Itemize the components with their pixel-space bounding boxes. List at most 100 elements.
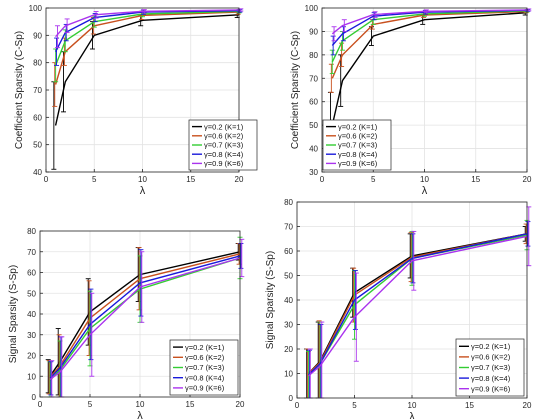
x-axis-label: λ (140, 185, 146, 197)
y-tick-label: 30 (284, 321, 293, 330)
x-tick-label: 10 (138, 175, 147, 184)
legend-entry: γ=0.8 (K=4) (338, 150, 378, 159)
x-tick-label: 20 (523, 175, 532, 184)
y-tick-label: 40 (27, 310, 36, 319)
series-4 (330, 8, 531, 56)
y-tick-label: 80 (309, 51, 318, 60)
legend-entry: γ=0.7 (K=3) (471, 363, 511, 372)
series-line (331, 12, 528, 126)
legend: γ=0.2 (K=1)γ=0.6 (K=2)γ=0.7 (K=3)γ=0.8 (… (169, 339, 239, 396)
series-line (49, 255, 241, 379)
series-line (49, 257, 241, 380)
y-axis-label: Coefficient Sparsity (C-Sp) (290, 31, 301, 149)
y-tick-label: 70 (284, 223, 293, 232)
x-tick-label: 10 (408, 401, 417, 410)
x-axis-label: λ (422, 185, 428, 197)
legend: γ=0.2 (K=1)γ=0.6 (K=2)γ=0.7 (K=3)γ=0.8 (… (322, 119, 392, 171)
y-tick-label: 60 (309, 98, 318, 107)
y-tick-label: 50 (309, 121, 318, 130)
x-tick-label: 20 (235, 175, 244, 184)
y-tick-label: 50 (27, 289, 36, 298)
legend: γ=0.2 (K=1) γ=0.6 (K=2)γ=0.7 (K=3) γ=0.8 (… (455, 338, 525, 397)
legend-entry: γ=0.9 (K=6) (204, 159, 244, 168)
x-tick-label: 5 (92, 175, 97, 184)
legend-entry: γ=0.9 (K=6) (338, 159, 378, 168)
y-tick-label: 20 (284, 345, 293, 354)
legend-entry: γ=0.2 (K=1) (185, 343, 225, 352)
x-tick-label: 5 (88, 400, 93, 409)
y-tick-label: 90 (309, 27, 318, 36)
y-tick-label: 0 (289, 394, 294, 403)
legend-entry: γ=0.8 (K=4) (185, 373, 225, 382)
series-line (49, 257, 241, 381)
y-tick-label: 20 (27, 352, 36, 361)
y-tick-label: 10 (27, 372, 36, 381)
x-tick-label: 15 (186, 400, 195, 409)
legend-entry: γ=0.6 (K=2) (338, 132, 378, 141)
y-tick-label: 80 (33, 59, 42, 68)
legend-entry: γ=0.7 (K=3) (338, 141, 378, 150)
legend-entry: γ=0.7 (K=3) (185, 363, 225, 372)
chart-panel-3: 0 5 10 15 20 0 10 20 30 40 50 60 70 80 λ Signal Sparsit… (8, 227, 245, 419)
y-tick-label: 50 (33, 141, 42, 150)
y-tick-label: 30 (309, 168, 318, 177)
y-tick-label: 40 (309, 145, 318, 154)
legend-entry: γ=0.8 (K=4) (204, 150, 244, 159)
x-tick-label: 10 (136, 400, 145, 409)
legend: γ=0.2 (K=1)γ=0.6 (K=2)γ=0.7 (K=3)γ=0.8 (… (188, 119, 258, 171)
legend-entry: γ=0.2 (K=1) (338, 122, 378, 131)
y-tick-label: 50 (284, 272, 293, 281)
series-line (308, 233, 528, 376)
legend-entry: γ=0.9 (K=6) (185, 384, 225, 393)
x-tick-label: 20 (523, 401, 532, 410)
legend-entry: γ=0.2 (K=1) (204, 122, 244, 131)
axes-frame (296, 201, 528, 399)
series-5 (331, 8, 532, 42)
series-4 (306, 221, 531, 399)
y-tick-label: 0 (32, 393, 37, 402)
y-tick-label: 40 (284, 296, 293, 305)
axes-frame (39, 230, 241, 398)
legend-entry: γ=0.9 (K=6) (471, 384, 511, 393)
axes-frame (45, 7, 240, 173)
x-tick-label: 0 (320, 175, 325, 184)
y-tick-label: 100 (29, 4, 43, 13)
x-tick-label: 0 (295, 401, 300, 410)
y-tick-label: 10 (284, 370, 293, 379)
y-tick-label: 60 (33, 113, 42, 122)
x-tick-label: 5 (352, 401, 357, 410)
series-line (331, 9, 528, 35)
legend-entry: γ=0.6 (K=2) (471, 353, 511, 362)
series-line (54, 14, 240, 126)
series-line (308, 235, 528, 377)
y-tick-label: 70 (27, 248, 36, 257)
x-tick-label: 10 (420, 175, 429, 184)
y-axis-label: Coefficient Sparsity (C-Sp) (14, 31, 25, 149)
y-tick-label: 70 (33, 86, 42, 95)
x-tick-label: 0 (38, 400, 43, 409)
y-tick-label: 80 (27, 227, 36, 236)
series-line (55, 9, 240, 38)
series-line (54, 10, 240, 53)
y-tick-label: 40 (33, 168, 42, 177)
x-tick-label: 5 (371, 175, 376, 184)
x-tick-label: 20 (236, 400, 245, 409)
legend-entry: γ=0.6 (K=2) (185, 353, 225, 362)
series-5 (54, 8, 244, 49)
x-axis-label: λ (409, 411, 415, 419)
series-line (331, 9, 528, 46)
y-tick-label: 100 (305, 4, 319, 13)
y-axis-label: Signal Sparsity (S-Sp) (265, 251, 276, 349)
legend-entry: γ=0.7 (K=3) (204, 141, 244, 150)
y-tick-label: 70 (309, 74, 318, 83)
x-tick-label: 15 (471, 175, 480, 184)
legend-entry: γ=0.2 (K=1) (471, 342, 511, 351)
x-tick-label: 0 (44, 175, 49, 184)
y-tick-label: 90 (33, 31, 42, 40)
y-tick-label: 80 (284, 198, 293, 207)
axes-frame (321, 7, 528, 173)
legend-entry: γ=0.8 (K=4) (471, 374, 511, 383)
y-axis-label: Signal Sparsity (S-Sp) (8, 265, 19, 363)
legend-entry: γ=0.6 (K=2) (204, 132, 244, 141)
